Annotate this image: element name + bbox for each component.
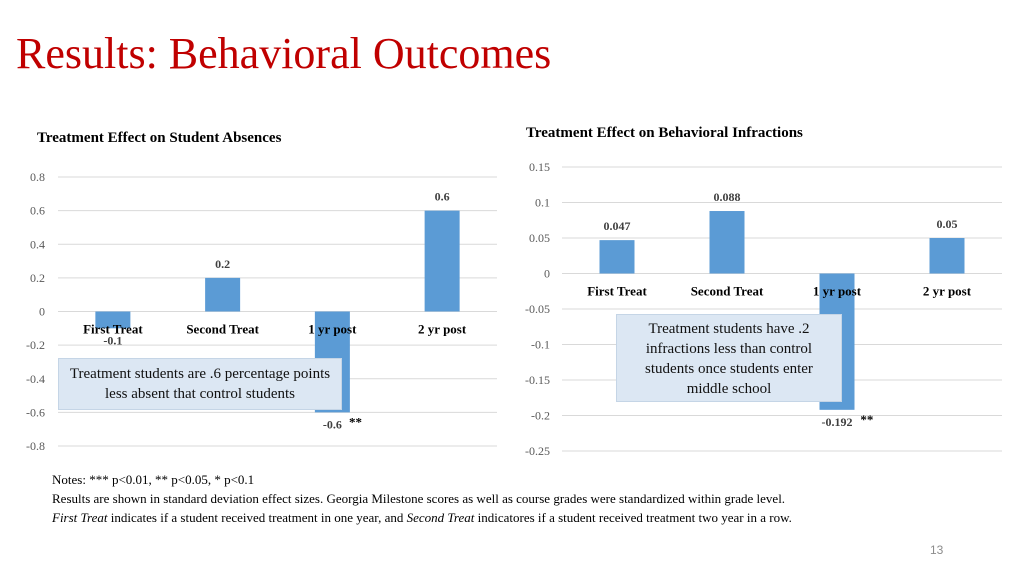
first-treat-term: First Treat (52, 510, 108, 525)
category-label: 2 yr post (418, 322, 467, 337)
bar-2 (709, 211, 745, 274)
y-tick-label: 0.15 (529, 160, 550, 174)
absences-callout: Treatment students are .6 percentage poi… (58, 358, 342, 410)
bar-2 (205, 277, 241, 312)
y-tick-label: -0.1 (531, 338, 550, 352)
y-tick-label: 0.8 (30, 170, 45, 184)
data-label: 0.2 (215, 257, 230, 271)
y-tick-label: -0.4 (26, 372, 45, 386)
slide-title: Results: Behavioral Outcomes (16, 29, 552, 78)
y-tick-label: 0.05 (529, 231, 550, 245)
notes-significance: Notes: *** p<0.01, ** p<0.05, * p<0.1 (52, 472, 255, 487)
significance-marker: ** (860, 412, 873, 427)
y-tick-label: 0.1 (535, 196, 550, 210)
y-tick-label: -0.25 (525, 444, 550, 458)
slide-number: 13 (930, 543, 944, 557)
category-label: Second Treat (691, 284, 764, 299)
significance-marker: ** (349, 414, 362, 429)
category-label: 1 yr post (308, 322, 357, 337)
notes: Notes: *** p<0.01, ** p<0.05, * p<0.1 Re… (52, 470, 1012, 527)
chart-title: Treatment Effect on Behavioral Infractio… (526, 125, 803, 141)
y-tick-label: 0.4 (30, 237, 45, 251)
data-label: 0.047 (604, 219, 631, 233)
y-tick-label: -0.8 (26, 439, 45, 453)
y-tick-label: -0.15 (525, 373, 550, 387)
notes-definitions: First Treat indicates if a student recei… (52, 508, 1012, 527)
y-tick-label: 0 (544, 267, 550, 281)
bar-4 (424, 210, 460, 312)
y-tick-label: 0.2 (30, 271, 45, 285)
y-tick-label: -0.05 (525, 302, 550, 316)
category-label: Second Treat (186, 322, 259, 337)
data-label: -0.6 (323, 417, 342, 431)
y-tick-label: -0.2 (26, 338, 45, 352)
absences-chart: Treatment Effect on Student Absences 0.8 0… (26, 130, 497, 453)
infractions-callout: Treatment students have .2 infractions l… (616, 314, 842, 402)
y-tick-label: 0 (39, 305, 45, 319)
notes-definitions-a: indicates if a student received treatmen… (107, 510, 407, 525)
bar-1 (599, 240, 635, 274)
chart-title: Treatment Effect on Student Absences (37, 130, 282, 146)
bar-1 (95, 311, 131, 329)
y-tick-label: -0.2 (531, 409, 550, 423)
category-label: First Treat (83, 322, 143, 337)
data-label: 0.6 (435, 190, 450, 204)
infractions-chart: Treatment Effect on Behavioral Infractio… (525, 125, 1002, 458)
second-treat-term: Second Treat (406, 510, 475, 525)
notes-standardization: Results are shown in standard deviation … (52, 491, 786, 506)
category-label: First Treat (587, 284, 647, 299)
data-label: -0.1 (103, 333, 122, 347)
y-tick-label: 0.6 (30, 204, 45, 218)
category-label: 1 yr post (813, 284, 862, 299)
notes-definitions-b: indicatores if a student received treatm… (474, 510, 792, 525)
data-label: 0.05 (937, 217, 958, 231)
data-label: -0.192 (822, 415, 853, 429)
bar-4 (929, 238, 965, 274)
y-tick-label: -0.6 (26, 405, 45, 419)
data-label: 0.088 (714, 190, 741, 204)
category-label: 2 yr post (923, 284, 972, 299)
